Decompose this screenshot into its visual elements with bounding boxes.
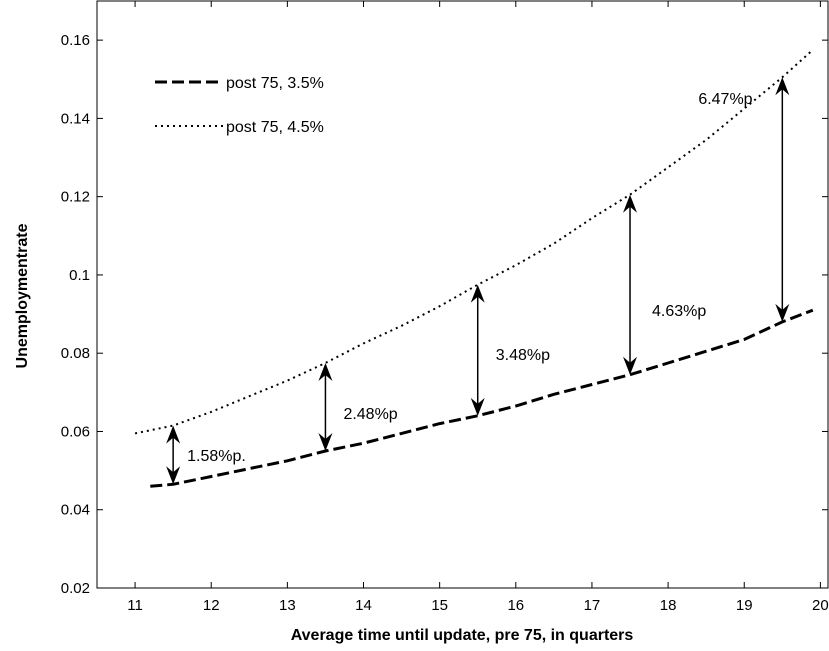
gap-arrow-head-down bbox=[775, 303, 790, 322]
x-tick-label: 15 bbox=[431, 597, 448, 614]
y-tick-label: 0.16 bbox=[61, 32, 90, 49]
gap-arrow-head-down bbox=[623, 356, 638, 375]
y-axis: 0.02 0.04 0.06 0.08 0.1 0.12 0.14 0.16 bbox=[61, 32, 828, 597]
legend-label-series-2: post 75, 4.5% bbox=[226, 119, 324, 136]
plot-area-frame bbox=[96, 0, 829, 589]
series-line-2 bbox=[134, 49, 814, 435]
y-tick-label: 0.12 bbox=[61, 189, 90, 206]
x-tick-label: 14 bbox=[355, 597, 372, 614]
gap-label: 4.63%p bbox=[652, 303, 706, 320]
gap-label: 1.58%p. bbox=[187, 448, 246, 465]
y-tick-label: 0.06 bbox=[61, 423, 90, 440]
gap-arrow-head-up bbox=[166, 425, 181, 444]
y-axis-title: Unemploymentrate bbox=[14, 223, 31, 368]
x-tick-label: 12 bbox=[203, 597, 220, 614]
gap-arrow-head-up bbox=[623, 194, 638, 213]
gap-arrow-head-down bbox=[166, 466, 181, 485]
gap-arrow-head-down bbox=[470, 397, 485, 416]
legend-label-series-1: post 75, 3.5% bbox=[226, 75, 324, 92]
gap-label: 2.48%p bbox=[343, 406, 397, 423]
series-line-1 bbox=[150, 308, 814, 488]
y-tick-label: 0.04 bbox=[61, 502, 90, 519]
y-tick-label: 0.1 bbox=[69, 267, 90, 284]
y-tick-label: 0.14 bbox=[61, 110, 90, 127]
x-tick-label: 18 bbox=[660, 597, 677, 614]
gap-arrow-head-up bbox=[318, 362, 333, 381]
gap-arrow-head-up bbox=[470, 284, 485, 303]
y-tick-label: 0.02 bbox=[61, 580, 90, 597]
gap-arrow-head-down bbox=[318, 433, 333, 452]
series-lines bbox=[134, 49, 814, 488]
x-tick-label: 16 bbox=[507, 597, 524, 614]
x-tick-label: 19 bbox=[736, 597, 753, 614]
x-axis: 11 12 13 14 15 16 17 18 19 20 bbox=[127, 1, 829, 614]
y-tick-label: 0.08 bbox=[61, 345, 90, 362]
x-tick-label: 17 bbox=[584, 597, 601, 614]
gap-label: 6.47%p bbox=[698, 91, 752, 108]
legend: post 75, 3.5% post 75, 4.5% bbox=[155, 75, 324, 136]
x-tick-label: 11 bbox=[127, 597, 143, 614]
gap-arrow-head-up bbox=[775, 77, 790, 96]
gap-annotations: 1.58%p. 2.48%p 3.48%p 4.63%p 6.47%p bbox=[166, 77, 790, 485]
x-tick-label: 20 bbox=[812, 597, 829, 614]
x-tick-label: 13 bbox=[279, 597, 296, 614]
gap-label: 3.48%p bbox=[496, 347, 550, 364]
x-axis-title: Average time until update, pre 75, in qu… bbox=[291, 627, 634, 644]
